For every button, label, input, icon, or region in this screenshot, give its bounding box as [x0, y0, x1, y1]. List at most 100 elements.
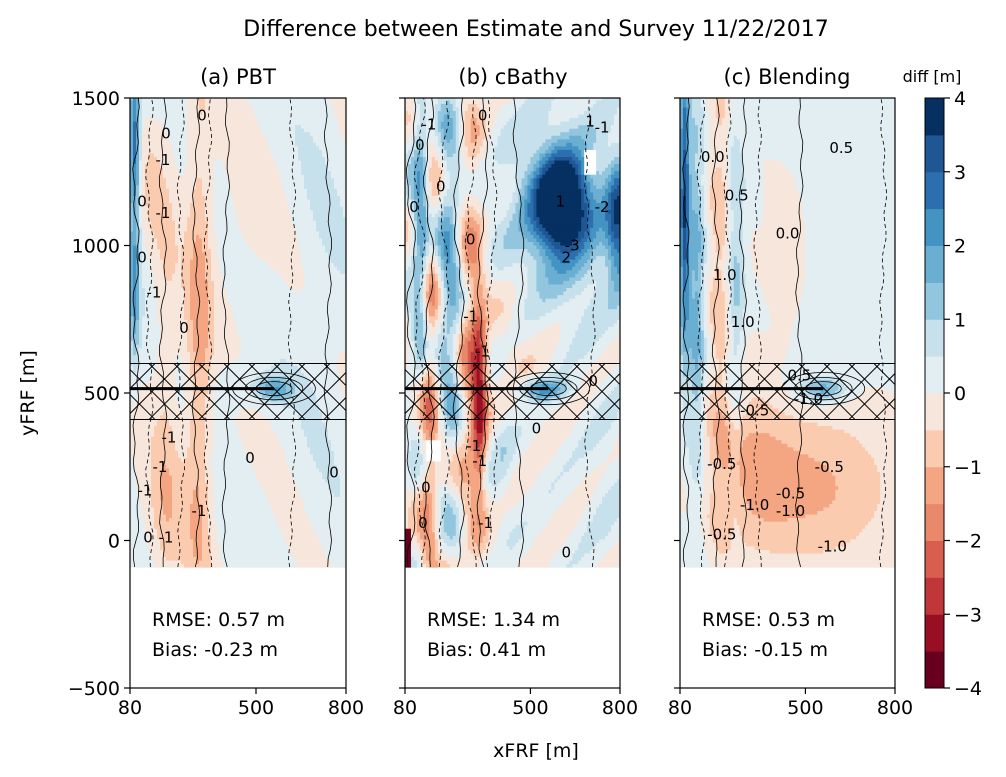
field-cell [434, 418, 439, 423]
field-cell [428, 464, 436, 469]
field-cell [443, 163, 448, 168]
field-cell [467, 344, 475, 349]
field-cell [458, 159, 466, 165]
field-cell [512, 528, 526, 533]
field-cell [265, 368, 302, 373]
field-cell [596, 135, 609, 140]
field-cell [608, 142, 612, 147]
field-cell [593, 290, 609, 296]
field-cell [440, 301, 445, 306]
field-cell [491, 545, 511, 550]
field-cell [202, 241, 209, 246]
field-cell [557, 368, 570, 373]
field-cell [467, 298, 472, 303]
field-cell [608, 489, 620, 494]
field-cell [497, 223, 511, 228]
field-cell [280, 273, 305, 278]
field-cell [217, 524, 281, 529]
field-cell [190, 283, 209, 288]
field-cell [461, 432, 466, 437]
field-cell [187, 103, 200, 108]
field-cell [458, 407, 463, 412]
field-cell [440, 191, 448, 196]
field-cell [410, 227, 415, 232]
field-cell [452, 475, 463, 480]
field-cell [136, 329, 140, 335]
field-cell [190, 503, 203, 508]
field-cell [416, 227, 427, 232]
field-cell [184, 404, 194, 409]
field-cell [596, 198, 603, 204]
field-cell [611, 213, 615, 218]
field-cell [133, 159, 137, 165]
field-cell [551, 400, 567, 405]
field-cell [142, 213, 149, 218]
field-cell [416, 248, 421, 253]
field-cell [521, 496, 567, 501]
field-cell [446, 340, 454, 345]
field-cell [130, 407, 194, 412]
field-cell [446, 290, 451, 296]
field-cell [437, 418, 442, 423]
field-cell [193, 496, 200, 501]
field-cell [455, 241, 460, 246]
field-cell [187, 223, 209, 228]
field-cell [446, 432, 457, 437]
field-cell [473, 379, 478, 384]
field-cell [458, 365, 463, 370]
field-cell [458, 411, 463, 416]
field-cell [166, 276, 173, 281]
field-cell [443, 241, 451, 246]
field-cell [482, 220, 490, 225]
field-cell [617, 110, 620, 115]
field-cell [449, 138, 457, 143]
field-cell [437, 531, 442, 536]
field-cell [590, 251, 609, 257]
field-cell [608, 241, 615, 246]
field-cell [482, 315, 490, 320]
field-cell [172, 478, 206, 483]
field-cell [407, 177, 415, 182]
field-cell [467, 319, 475, 324]
field-cell [428, 216, 439, 221]
field-cell [554, 552, 573, 558]
field-cell [226, 290, 346, 296]
field-cell [446, 152, 454, 158]
field-cell [139, 365, 158, 370]
field-cell [434, 106, 442, 111]
field-cell [205, 428, 215, 434]
contour-line [584, 98, 596, 568]
field-cell [431, 191, 439, 196]
field-cell [455, 244, 460, 250]
field-cell [482, 244, 490, 250]
field-cell [343, 205, 346, 211]
field-cell [470, 432, 475, 437]
field-cell [467, 273, 472, 278]
field-cell [193, 545, 203, 550]
field-cell [476, 439, 484, 444]
field-cell [145, 237, 158, 242]
field-cell [473, 460, 481, 465]
field-cell [181, 255, 194, 260]
field-cell [151, 499, 164, 504]
field-cell [190, 213, 206, 218]
field-cell [491, 344, 517, 349]
field-cell [154, 283, 182, 288]
field-cell [437, 124, 442, 129]
field-cell [437, 315, 442, 320]
field-cell [455, 414, 460, 419]
field-cell [575, 393, 594, 398]
field-cell [503, 308, 514, 313]
field-cell [413, 315, 424, 320]
field-cell [524, 174, 529, 179]
field-cell [431, 499, 436, 504]
field-cell [578, 230, 585, 235]
field-cell [476, 347, 481, 352]
field-cell [145, 528, 158, 533]
field-cell [440, 382, 445, 388]
field-cell [443, 276, 448, 281]
field-cell [328, 428, 346, 434]
field-cell [148, 213, 173, 218]
field-cell [205, 198, 215, 204]
field-cell [488, 428, 493, 434]
